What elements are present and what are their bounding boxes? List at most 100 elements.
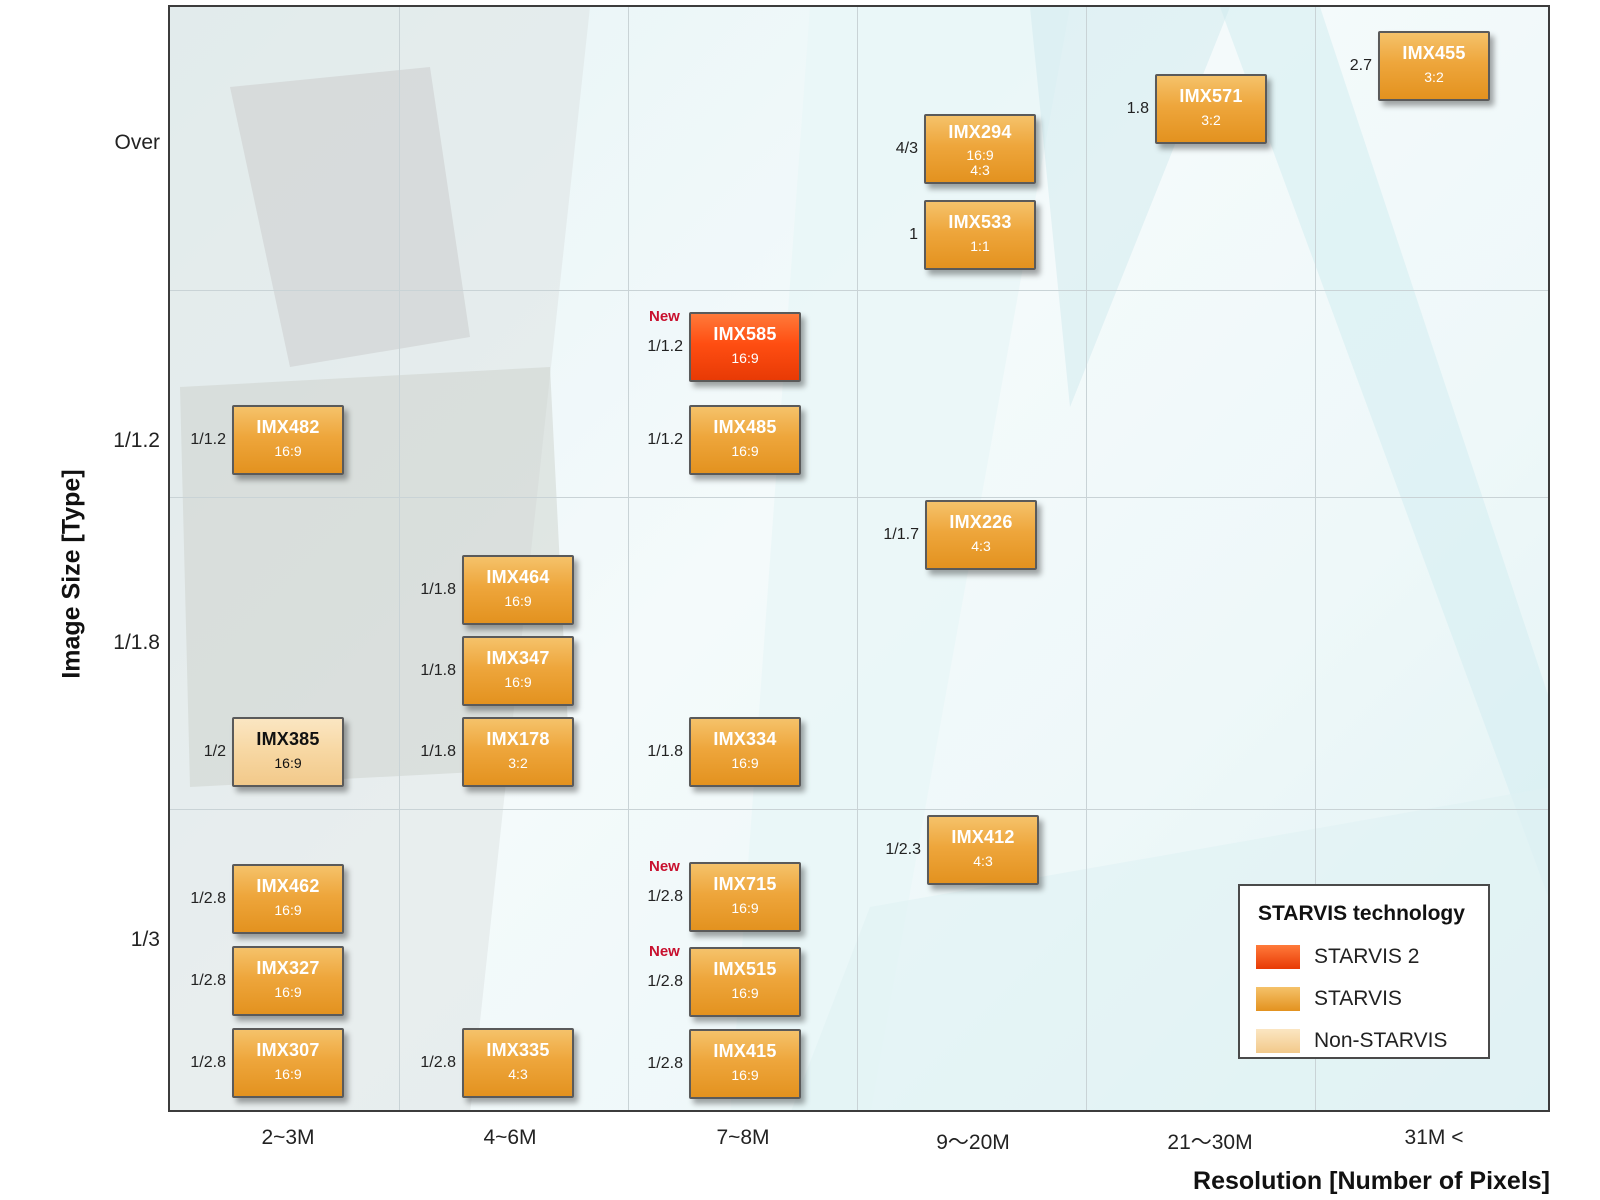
sensor-aspect-ratio: 4:3 [971, 538, 991, 554]
legend: STARVIS technology STARVIS 2 STARVIS Non… [1238, 884, 1490, 1059]
sensor-aspect-ratio: 4:3 [508, 1066, 528, 1082]
sensor-imx385: IMX385 16:9 [232, 717, 344, 787]
sensor-name: IMX178 [486, 729, 550, 749]
x-tick-label: 7~8M [716, 1126, 770, 1149]
grid-line-vertical [399, 7, 400, 1110]
sensor-aspect-ratio: 16:9 [731, 1067, 759, 1083]
sensor-optical-size: 1/2.8 [190, 1054, 226, 1071]
sensor-optical-size: 1/2.3 [885, 841, 921, 858]
sensor-imx515: IMX515 16:9 [689, 947, 801, 1017]
sensor-optical-size: 1/2.8 [647, 888, 683, 905]
sensor-imx226: IMX226 4:3 [925, 500, 1037, 570]
x-tick-label: 9～20M [936, 1131, 1010, 1154]
sensor-optical-size: 1 [909, 226, 918, 243]
sensor-aspect-ratio: 16:9 [274, 984, 302, 1000]
y-tick-label: Over [114, 131, 160, 154]
sensor-aspect-ratio: 16:9 [274, 755, 302, 771]
sensor-name: IMX334 [713, 729, 777, 749]
sensor-name: IMX347 [486, 648, 550, 668]
sensor-aspect-ratio: 16:9 [966, 147, 994, 163]
sensor-imx455: IMX455 3:2 [1378, 31, 1490, 101]
sensor-name: IMX515 [713, 959, 777, 979]
sensor-name: IMX335 [486, 1040, 550, 1060]
x-tick-label: 2~3M [261, 1126, 315, 1149]
sensor-aspect-ratio: 16:9 [731, 985, 759, 1001]
sensor-imx715: IMX715 16:9 [689, 862, 801, 932]
sensor-aspect-ratio: 16:9 [274, 1066, 302, 1082]
y-axis-title: Image Size [Type] [57, 469, 86, 679]
sensor-imx178: IMX178 3:2 [462, 717, 574, 787]
sensor-aspect-ratio: 4:3 [973, 853, 993, 869]
sensor-name: IMX715 [713, 874, 777, 894]
grid-line-vertical [857, 7, 858, 1110]
sensor-optical-size: 1/2.8 [647, 973, 683, 990]
sensor-name: IMX464 [486, 567, 550, 587]
grid-line-horizontal [170, 497, 1548, 498]
sensor-aspect-ratio: 3:2 [1424, 69, 1444, 85]
sensor-optical-size: 1/1.2 [647, 431, 683, 448]
sensor-aspect-ratio: 3:2 [508, 755, 528, 771]
grid-line-vertical [1086, 7, 1087, 1110]
sensor-aspect-ratio: 16:9 [274, 902, 302, 918]
sensor-name: IMX455 [1402, 43, 1466, 63]
x-axis-title: Resolution [Number of Pixels] [1193, 1167, 1550, 1195]
sensor-name: IMX226 [949, 512, 1013, 532]
sensor-imx347: IMX347 16:9 [462, 636, 574, 706]
sensor-aspect-ratio: 3:2 [1201, 112, 1221, 128]
sensor-optical-size: 2.7 [1349, 57, 1372, 74]
new-badge: New [649, 858, 680, 875]
sensor-name: IMX294 [948, 122, 1012, 142]
sensor-name: IMX385 [256, 729, 320, 749]
sensor-optical-size: 1/1.8 [420, 743, 456, 760]
sensor-imx412: IMX412 4:3 [927, 815, 1039, 885]
new-badge: New [649, 943, 680, 960]
legend-title: STARVIS technology [1258, 902, 1465, 925]
sensor-imx335: IMX335 4:3 [462, 1028, 574, 1098]
sensor-imx327: IMX327 16:9 [232, 946, 344, 1016]
sensor-optical-size: 4/3 [895, 140, 918, 157]
sensor-aspect-ratio-secondary: 4:3 [970, 162, 990, 178]
y-tick-label: 1/3 [130, 928, 160, 951]
sensor-name: IMX585 [713, 324, 777, 344]
sensor-name: IMX485 [713, 417, 777, 437]
legend-label-non-starvis: Non-STARVIS [1314, 1029, 1448, 1052]
sensor-aspect-ratio: 16:9 [731, 900, 759, 916]
sensor-optical-size: 1/1.8 [420, 662, 456, 679]
sensor-optical-size: 1/2.8 [190, 972, 226, 989]
grid-line-horizontal [170, 809, 1548, 810]
sensor-optical-size: 1/1.7 [883, 526, 919, 543]
y-tick-label: 1/1.2 [113, 429, 160, 452]
legend-swatch-starvis [1256, 987, 1300, 1011]
sensor-optical-size: 1/1.2 [190, 431, 226, 448]
sensor-optical-size: 1/1.8 [647, 743, 683, 760]
sensor-imx571: IMX571 3:2 [1155, 74, 1267, 144]
sensor-name: IMX482 [256, 417, 320, 437]
sensor-aspect-ratio: 16:9 [731, 443, 759, 459]
sensor-imx415: IMX415 16:9 [689, 1029, 801, 1099]
sensor-optical-size: 1.8 [1126, 100, 1149, 117]
sensor-optical-size: 1/2.8 [647, 1055, 683, 1072]
sensor-name: IMX462 [256, 876, 320, 896]
legend-label-starvis2: STARVIS 2 [1314, 945, 1420, 968]
sensor-name: IMX307 [256, 1040, 320, 1060]
sensor-imx462: IMX462 16:9 [232, 864, 344, 934]
y-tick-label: 1/1.8 [113, 631, 160, 654]
legend-swatch-non-starvis [1256, 1029, 1300, 1053]
grid-line-horizontal [170, 290, 1548, 291]
sensor-name: IMX412 [951, 827, 1015, 847]
sensor-imx533: IMX533 1:1 [924, 200, 1036, 270]
sensor-optical-size: 1/2.8 [420, 1054, 456, 1071]
x-tick-label: 31M < [1404, 1126, 1464, 1149]
new-badge: New [649, 308, 680, 325]
sensor-aspect-ratio: 16:9 [504, 674, 532, 690]
grid-line-vertical [1315, 7, 1316, 1110]
sensor-imx334: IMX334 16:9 [689, 717, 801, 787]
sensor-name: IMX415 [713, 1041, 777, 1061]
sensor-name: IMX533 [948, 212, 1012, 232]
grid-line-vertical [628, 7, 629, 1110]
sensor-imx482: IMX482 16:9 [232, 405, 344, 475]
legend-swatch-starvis2 [1256, 945, 1300, 969]
sensor-optical-size: 1/2 [203, 743, 226, 760]
sensor-aspect-ratio: 16:9 [274, 443, 302, 459]
sensor-optical-size: 1/2.8 [190, 890, 226, 907]
